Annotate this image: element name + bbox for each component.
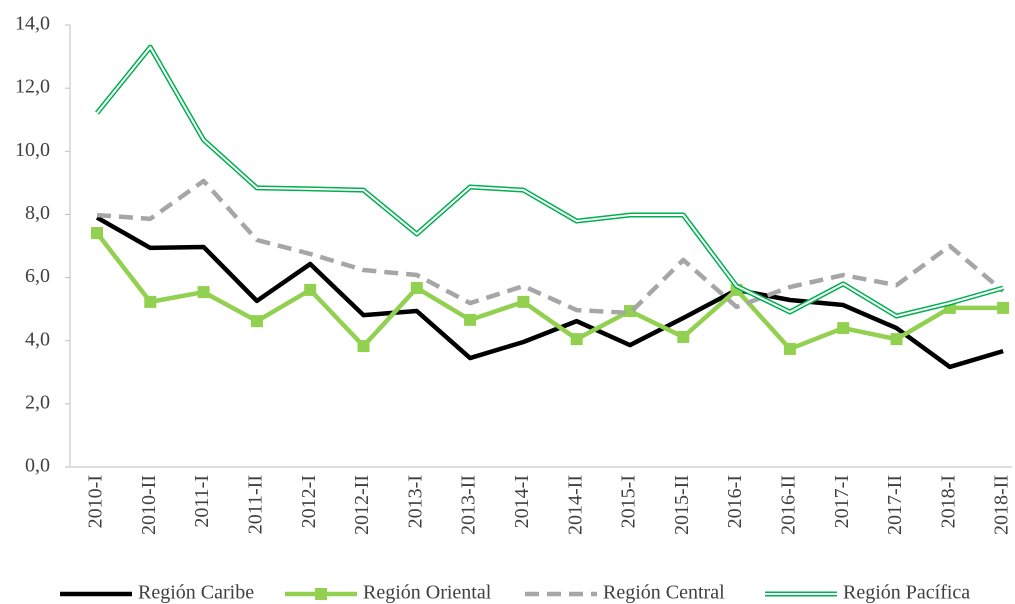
point-marker [91, 227, 103, 240]
series-line [96, 178, 1005, 316]
point-marker [890, 333, 903, 346]
series-line [95, 231, 1004, 352]
x-tick-label: 2014-II [564, 475, 586, 535]
x-tick-label: 2016-I [724, 475, 746, 528]
y-tick-label: 10,0 [15, 139, 50, 161]
x-tick-label: 2010-II [138, 475, 160, 535]
point-marker [357, 340, 370, 353]
point-marker [250, 315, 263, 328]
x-tick-label: 2014-I [511, 475, 533, 528]
y-tick-label: 8,0 [25, 202, 50, 224]
legend-marker [315, 588, 327, 600]
x-tick-label: 2013-I [404, 475, 426, 528]
y-tick-label: 6,0 [25, 265, 50, 287]
y-tick-label: 2,0 [25, 391, 50, 413]
y-tick-label: 12,0 [15, 76, 50, 98]
point-marker [997, 301, 1010, 314]
x-tick-label: 2012-I [298, 475, 320, 528]
y-tick-label: 0,0 [25, 455, 50, 477]
point-marker [783, 342, 796, 355]
x-tick-label: 2016-II [777, 475, 799, 535]
x-tick-label: 2012-II [351, 475, 373, 535]
point-marker [837, 322, 850, 335]
x-tick-label: 2017-II [884, 475, 906, 535]
legend-label: Región Caribe [138, 582, 254, 604]
point-marker [144, 295, 157, 308]
series-line [95, 215, 1004, 370]
point-marker [677, 330, 690, 343]
point-marker [517, 295, 530, 308]
y-tick-label: 4,0 [25, 328, 50, 350]
x-tick-label: 2018-II [991, 475, 1013, 535]
legend-label: Región Oriental [363, 582, 492, 604]
y-tick-label: 14,0 [15, 13, 50, 35]
point-marker [570, 333, 583, 346]
legend-label: Región Pacífica [843, 582, 970, 604]
x-tick-label: 2013-II [458, 475, 480, 535]
point-marker [197, 286, 210, 299]
legend-label: Región Central [603, 582, 725, 604]
x-tick-label: 2010-I [85, 475, 107, 528]
x-tick-label: 2018-I [937, 475, 959, 528]
series-line-inner [96, 46, 1004, 318]
x-tick-label: 2015-II [671, 475, 693, 535]
point-marker [410, 281, 423, 294]
x-tick-label: 2017-I [831, 475, 853, 528]
point-marker [304, 283, 317, 296]
x-tick-label: 2011-I [191, 475, 213, 528]
point-marker [464, 313, 477, 326]
x-tick-label: 2011-II [244, 475, 266, 534]
x-tick-label: 2015-I [618, 475, 640, 528]
